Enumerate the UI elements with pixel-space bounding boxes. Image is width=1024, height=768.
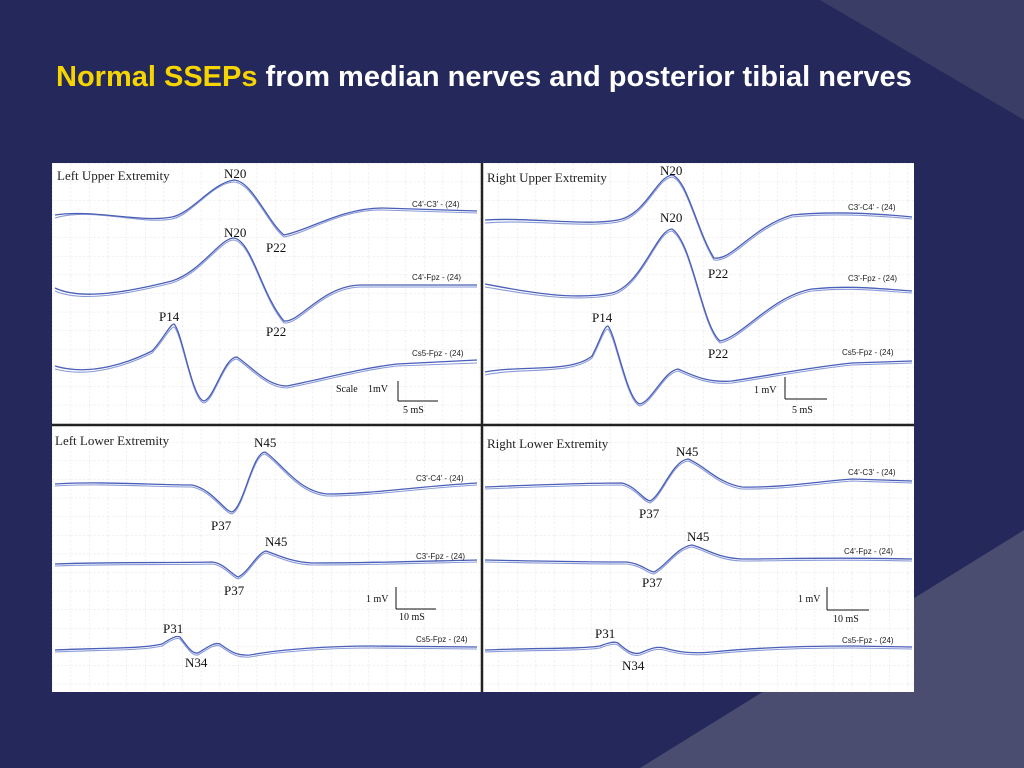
trace-3 [54,635,478,656]
trace-2 [484,228,913,342]
title-rest: from median nerves and posterior tibial … [257,61,912,93]
peak-n34: N34 [185,655,208,670]
peak-p31: P31 [163,621,183,636]
ssep-figure: Left Upper Extremity C4'-C3' - (24) N20 … [52,163,914,692]
trace-1 [54,181,478,238]
panel-label: Right Upper Extremity [487,170,607,185]
trace-3 [54,323,478,402]
peak-p22: P22 [266,324,286,339]
panel-right-lower: Right Lower Extremity C4'-C3' - (24) N45… [484,436,913,673]
trace-2-channel: C4'-Fpz - (24) [412,273,461,282]
peak-p37: P37 [639,506,660,521]
scale-time: 10 mS [833,614,859,625]
peak-n45: N45 [265,534,287,549]
peak-n20: N20 [660,163,682,178]
peak-n20: N20 [660,210,682,225]
peak-n20: N20 [224,225,246,240]
trace-3-channel: Cs5-Fpz - (24) [842,636,894,645]
trace-3 [484,328,913,407]
trace-2-channel: C4'-Fpz - (24) [844,547,893,556]
trace-1-channel: C3'-C4' - (24) [848,203,896,212]
peak-p37: P37 [642,575,663,590]
panel-left-upper: Left Upper Extremity C4'-C3' - (24) N20 … [54,166,478,416]
scale-bar: Scale 1mV 5 mS [336,381,438,416]
scale-amplitude: 1 mV [754,385,777,396]
peak-p22: P22 [708,346,728,361]
trace-1 [54,179,478,236]
peak-n34: N34 [622,658,645,673]
trace-3-channel: Cs5-Fpz - (24) [412,349,464,358]
panel-label: Left Upper Extremity [57,168,170,183]
scale-amplitude: 1 mV [366,594,389,605]
peak-p31: P31 [595,626,615,641]
peak-p22: P22 [708,266,728,281]
scale-time: 5 mS [403,405,424,416]
scale-amplitude: 1mV [368,384,389,395]
trace-2-channel: C3'-Fpz - (24) [848,274,897,283]
scale-time: 10 mS [399,612,425,623]
trace-3 [484,641,913,655]
peak-p37: P37 [211,518,232,533]
peak-n20: N20 [224,166,246,181]
scale-bar: 1 mV 10 mS [366,587,436,623]
scale-time: 5 mS [792,405,813,416]
trace-1 [484,176,913,261]
scale-bar: 1 mV 10 mS [798,587,869,625]
ssep-svg: Left Upper Extremity C4'-C3' - (24) N20 … [52,163,914,692]
trace-2 [54,550,478,578]
trace-3-channel: Cs5-Fpz - (24) [842,348,894,357]
peak-p22: P22 [266,240,286,255]
panel-right-upper: Right Upper Extremity C3'-C4' - (24) N20… [484,163,913,416]
trace-1 [484,174,913,259]
trace-1 [484,460,913,504]
trace-2 [484,546,913,575]
peak-n45: N45 [687,529,709,544]
scale-bar: 1 mV 5 mS [754,377,827,416]
peak-p37: P37 [224,583,245,598]
background-shape-top [820,0,1024,120]
trace-3 [54,637,478,658]
trace-3 [484,325,913,405]
peak-p14: P14 [592,310,613,325]
trace-2 [54,552,478,580]
scale-prefix: Scale [336,384,358,395]
panel-left-lower: Left Lower Extremity C3'-C4' - (24) N45 … [54,433,478,670]
trace-3 [484,643,913,656]
trace-1 [54,451,478,513]
trace-1 [54,453,478,515]
trace-2-channel: C3'-Fpz - (24) [416,552,465,561]
trace-1-channel: C4'-C3' - (24) [848,468,896,477]
trace-1-channel: C4'-C3' - (24) [412,200,460,209]
trace-1-channel: C3'-C4' - (24) [416,474,464,483]
trace-3 [54,326,478,404]
scale-amplitude: 1 mV [798,594,821,605]
panel-label: Right Lower Extremity [487,436,609,451]
trace-2 [484,544,913,573]
panel-label: Left Lower Extremity [55,433,170,448]
trace-3-channel: Cs5-Fpz - (24) [416,635,468,644]
trace-2 [54,237,477,322]
slide-title: Normal SSEPs from median nerves and post… [56,56,936,99]
title-highlight: Normal SSEPs [56,61,258,93]
trace-1 [484,458,913,502]
peak-p14: P14 [159,309,180,324]
peak-n45: N45 [676,444,698,459]
trace-2 [54,239,477,324]
peak-n45: N45 [254,435,276,450]
